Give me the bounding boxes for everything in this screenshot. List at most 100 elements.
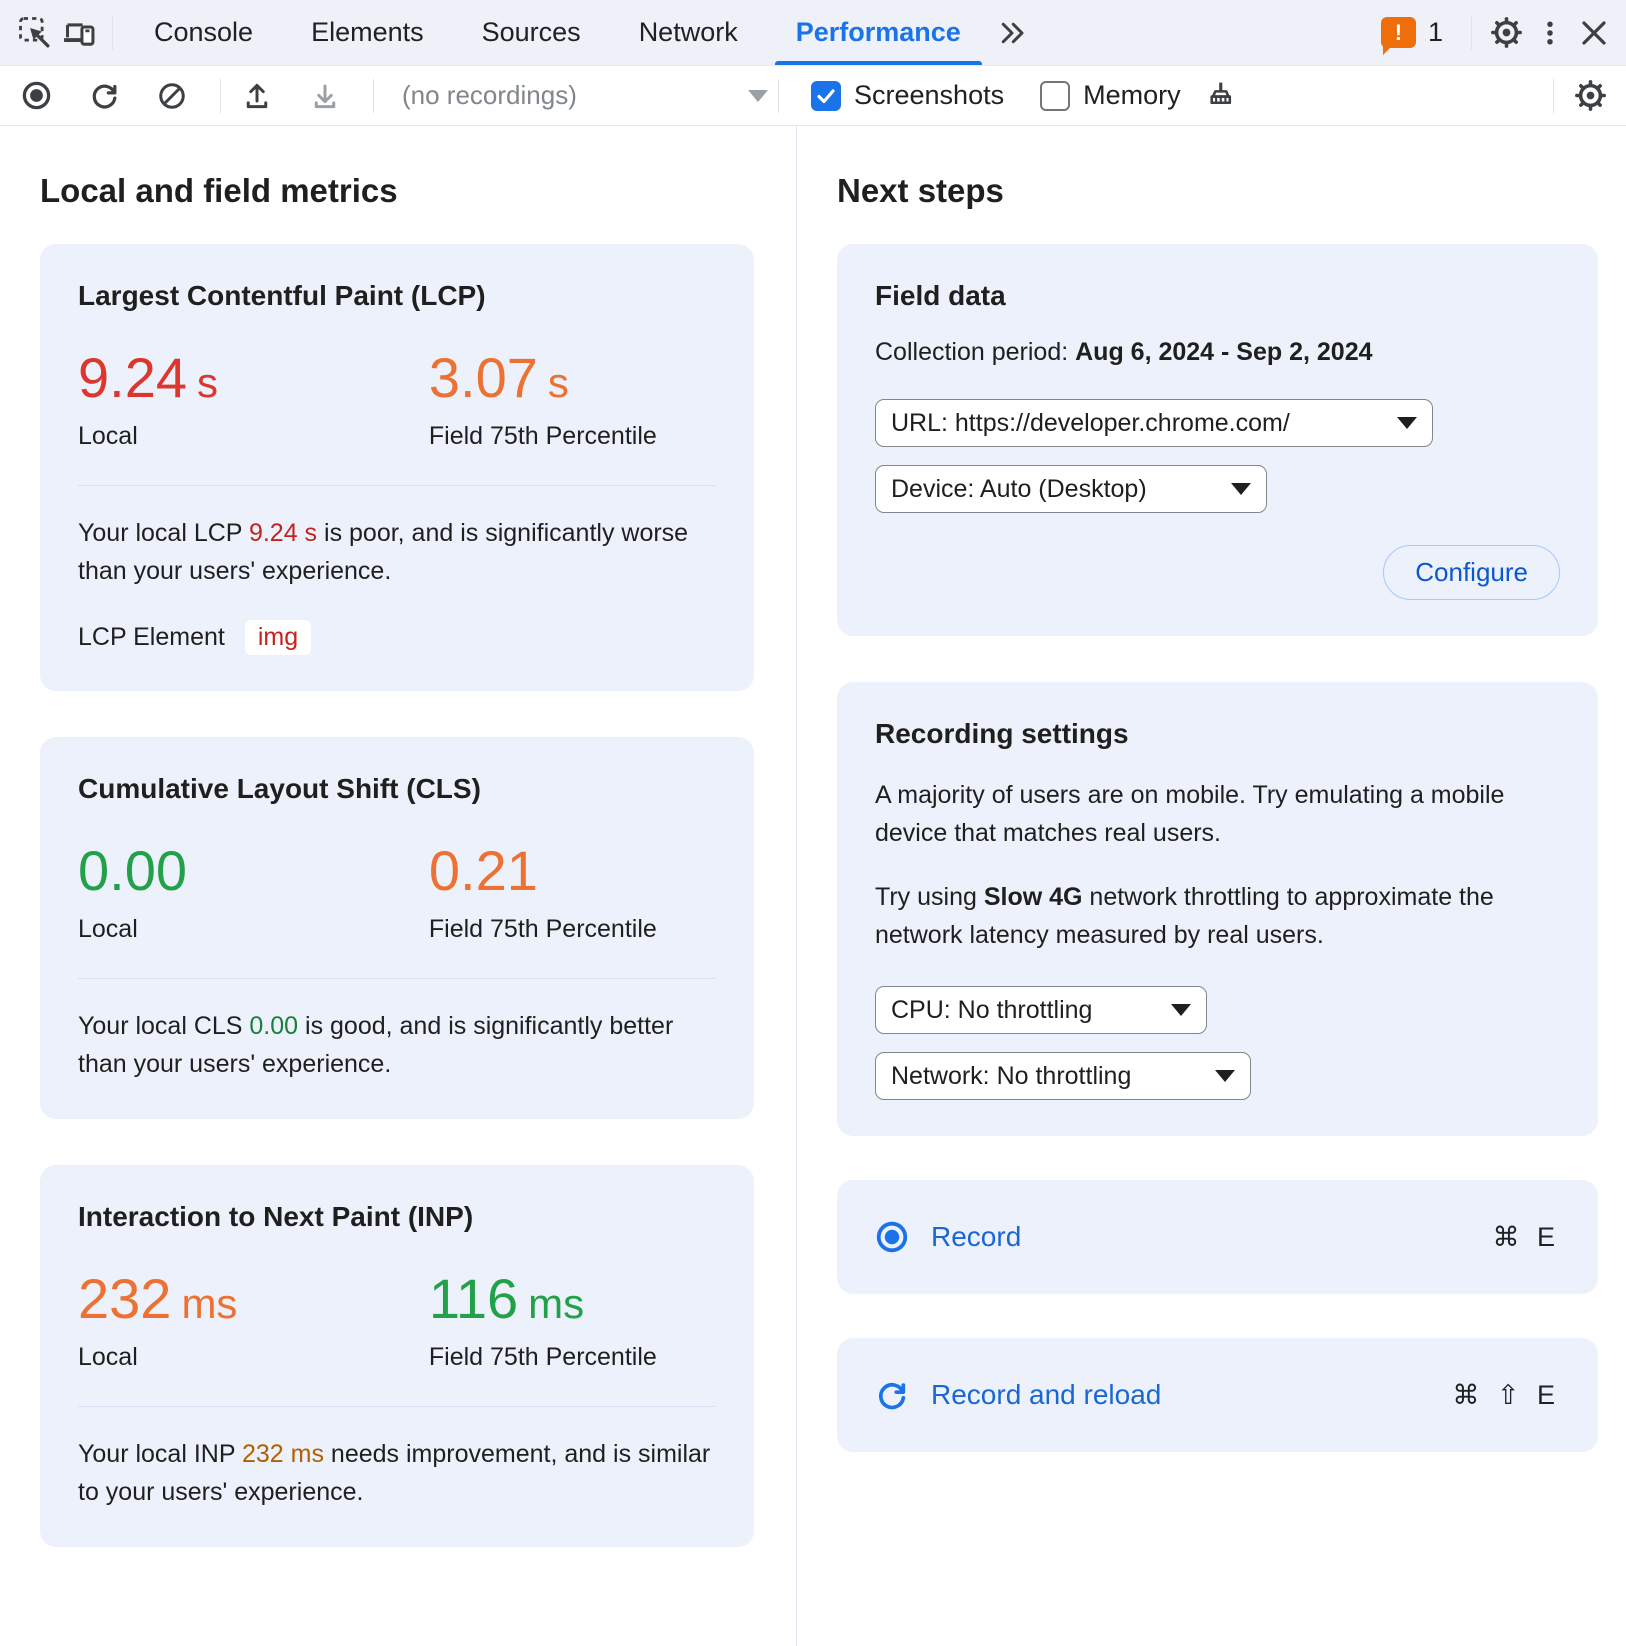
local-metric: 9.24 s Local: [78, 350, 429, 451]
kebab-menu-icon[interactable]: [1528, 11, 1572, 55]
lcp-card: Largest Contentful Paint (LCP) 9.24 s Loc…: [40, 244, 754, 691]
device-select-value: Device: Auto (Desktop): [891, 474, 1147, 503]
throttling-hint: Try using Slow 4G network throttling to …: [875, 883, 1494, 949]
metric-values: 0.00 Local 0.21 Field 75th Percentile: [78, 843, 716, 944]
more-tabs-icon[interactable]: [990, 11, 1034, 55]
clear-recordings-icon[interactable]: [150, 74, 194, 118]
cls-description: Your local CLS 0.00 is good, and is sign…: [78, 1012, 674, 1078]
reload-icon: [875, 1378, 909, 1412]
network-select-value: Network: No throttling: [891, 1061, 1132, 1090]
metric-values: 9.24 s Local 3.07 s Field 75th Percentile: [78, 350, 716, 451]
left-heading: Local and field metrics: [40, 172, 398, 209]
tab-network[interactable]: Network: [638, 17, 738, 47]
recordings-select-value: (no recordings): [402, 80, 577, 110]
field-metric: 116 ms Field 75th Percentile: [429, 1271, 716, 1372]
local-metric: 232 ms Local: [78, 1271, 429, 1372]
issue-warning-icon: !: [1380, 17, 1416, 55]
card-title: Interaction to Next Paint (INP): [78, 1201, 474, 1232]
checkbox-checked-icon: [811, 80, 841, 111]
divider: [1553, 78, 1554, 113]
dropdown-arrow-icon: [1215, 1070, 1235, 1082]
garbage-collect-brush-icon[interactable]: [1199, 74, 1243, 118]
download-profile-icon[interactable]: [303, 74, 347, 118]
record-reload-action: Record and reload: [875, 1378, 1161, 1412]
lcp-description: Your local LCP 9.24 s is poor, and is si…: [78, 519, 689, 585]
divider: [112, 15, 113, 50]
url-select-value: URL: https://developer.chrome.com/: [891, 408, 1290, 437]
metric-values: 232 ms Local 116 ms Field 75th Percentile: [78, 1271, 716, 1372]
tab-elements[interactable]: Elements: [311, 17, 424, 47]
field-metric: 3.07 s Field 75th Percentile: [429, 350, 716, 451]
card-divider: [78, 1406, 716, 1407]
card-divider: [78, 485, 716, 486]
performance-toolbar: (no recordings) Screenshots Memory: [0, 66, 1626, 126]
inspect-element-icon[interactable]: [12, 11, 56, 55]
url-select[interactable]: URL: https://developer.chrome.com/: [875, 399, 1433, 447]
screenshots-checkbox[interactable]: Screenshots: [811, 80, 1004, 111]
record-reload-label: Record and reload: [931, 1379, 1162, 1410]
checkbox-unchecked-icon: [1040, 80, 1071, 111]
local-metric: 0.00 Local: [78, 843, 429, 944]
inp-card: Interaction to Next Paint (INP) 232 ms Lo…: [40, 1165, 754, 1547]
tab-performance[interactable]: Performance: [767, 0, 990, 65]
dropdown-arrow-icon: [748, 89, 768, 102]
local-label: Local: [78, 422, 138, 450]
field-label: Field 75th Percentile: [428, 915, 657, 943]
card-title: Recording settings: [875, 718, 1129, 749]
field-metric: 0.21 Field 75th Percentile: [429, 843, 716, 944]
screenshots-label: Screenshots: [854, 80, 1005, 110]
local-field-metrics-column: Local and field metrics Largest Contentf…: [0, 126, 797, 1646]
record-shortcut: ⌘ E: [1492, 1221, 1560, 1252]
dropdown-arrow-icon: [1397, 417, 1417, 429]
device-select[interactable]: Device: Auto (Desktop): [875, 465, 1267, 513]
capture-settings-gear-icon[interactable]: [1568, 74, 1612, 118]
lcp-element-label: LCP Element: [78, 623, 225, 651]
network-throttling-select[interactable]: Network: No throttling: [875, 1052, 1251, 1100]
record-and-reload-card[interactable]: Record and reload ⌘ ⇧ E: [837, 1338, 1598, 1452]
configure-button[interactable]: Configure: [1383, 545, 1560, 600]
divider: [220, 78, 221, 113]
toolbar-right-controls: [1551, 74, 1612, 118]
card-title: Cumulative Layout Shift (CLS): [78, 773, 481, 804]
inp-description: Your local INP 232 ms needs improvement,…: [78, 1440, 711, 1506]
recordings-select[interactable]: (no recordings): [388, 74, 776, 118]
record-action: Record: [875, 1220, 1021, 1254]
settings-gear-icon[interactable]: [1484, 11, 1528, 55]
local-label: Local: [78, 915, 138, 943]
divider: [778, 78, 779, 113]
dropdown-arrow-icon: [1171, 1004, 1191, 1016]
card-title: Largest Contentful Paint (LCP): [78, 280, 486, 311]
next-steps-column: Next steps Field data Collection period:…: [797, 126, 1626, 1646]
record-card[interactable]: Record ⌘ E: [837, 1180, 1598, 1294]
card-divider: [78, 978, 716, 979]
divider: [1471, 15, 1472, 50]
record-reload-shortcut: ⌘ ⇧ E: [1452, 1379, 1560, 1410]
recording-settings-card: Recording settings A majority of users a…: [837, 682, 1598, 1136]
performance-landing: Local and field metrics Largest Contentf…: [0, 126, 1626, 1646]
close-icon[interactable]: [1572, 11, 1616, 55]
tabbar-right-controls: ! 1: [1365, 11, 1616, 55]
issues-badge[interactable]: ! 1: [1380, 17, 1443, 55]
devtools-tabbar: Console Elements Sources Network Perform…: [0, 0, 1626, 66]
divider: [373, 78, 374, 113]
device-toolbar-icon[interactable]: [56, 11, 100, 55]
mobile-hint: A majority of users are on mobile. Try e…: [875, 781, 1505, 847]
collection-period: Collection period: Aug 6, 2024 - Sep 2, …: [875, 338, 1373, 366]
local-label: Local: [78, 1343, 138, 1371]
cls-card: Cumulative Layout Shift (CLS) 0.00 Local…: [40, 737, 754, 1119]
panel-tabs: Console Elements Sources Network Perform…: [125, 0, 990, 65]
record-button[interactable]: [14, 74, 58, 118]
record-reload-button[interactable]: [82, 74, 126, 118]
record-icon: [875, 1220, 909, 1254]
tab-sources[interactable]: Sources: [481, 17, 581, 47]
field-label: Field 75th Percentile: [428, 1343, 657, 1371]
cpu-throttling-select[interactable]: CPU: No throttling: [875, 986, 1207, 1034]
upload-profile-icon[interactable]: [235, 74, 279, 118]
configure-row: Configure: [875, 545, 1560, 600]
lcp-element-link[interactable]: img: [244, 620, 312, 655]
memory-label: Memory: [1083, 80, 1181, 110]
field-label: Field 75th Percentile: [428, 422, 657, 450]
memory-checkbox[interactable]: Memory: [1040, 80, 1181, 111]
card-title: Field data: [875, 280, 1006, 311]
tab-console[interactable]: Console: [154, 17, 254, 47]
